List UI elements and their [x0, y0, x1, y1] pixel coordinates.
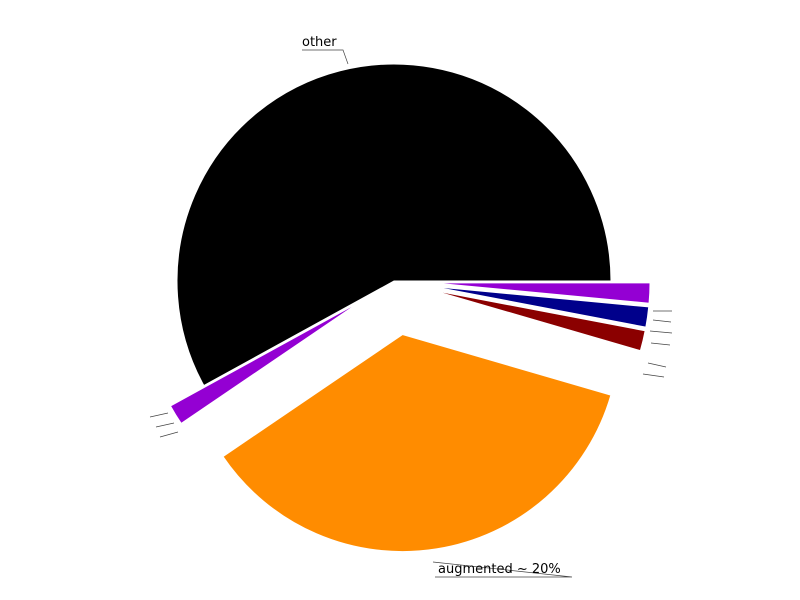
label-leader-line	[432, 561, 573, 578]
unlabeled-leader-tick	[652, 319, 672, 323]
unlabeled-leader-tick	[642, 373, 665, 378]
pie-slice-unlabeled-1	[169, 300, 361, 425]
slice-label: other	[302, 35, 337, 50]
pie-slice-unlabeled-3	[431, 289, 646, 352]
pie-slice-other	[176, 63, 612, 387]
pie-slice-unlabeled-5	[432, 282, 651, 304]
unlabeled-leader-tick	[155, 422, 175, 428]
unlabeled-leader-tick	[647, 362, 667, 368]
unlabeled-leader-tick	[159, 431, 179, 438]
pie-slice-augmented	[222, 334, 612, 553]
label-leader-line	[302, 49, 349, 65]
unlabeled-leader-tick	[650, 342, 671, 346]
unlabeled-leader-tick	[649, 330, 673, 334]
pie-slice-unlabeled-4	[432, 286, 650, 328]
slice-label: augmented ~ 20%	[438, 562, 561, 577]
unlabeled-leader-tick	[149, 412, 169, 418]
